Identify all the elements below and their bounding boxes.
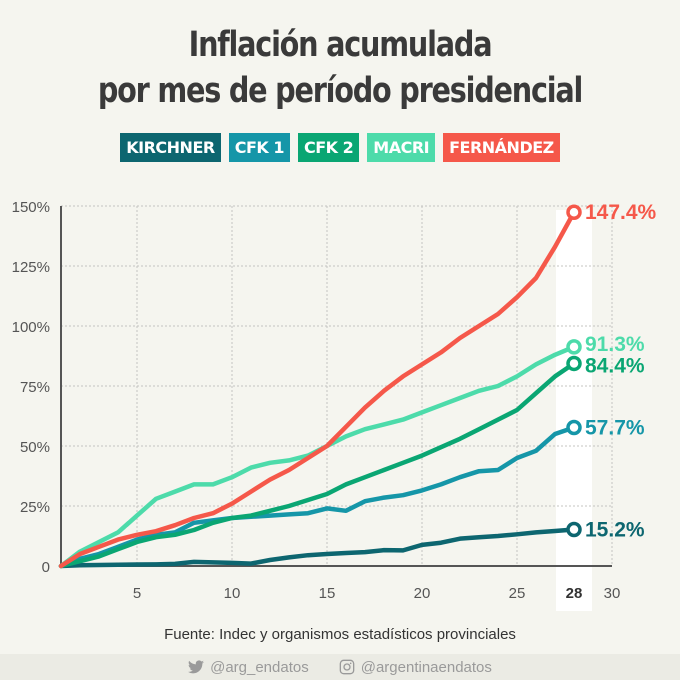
line-chart: 0 25% 50% 75% 100% 125% 150% 5 10 15 20 25 28 30 15.2%… (12, 199, 657, 611)
chart-title: Inflación acumulada por mes de período p… (61, 22, 619, 114)
legend-item-kirchner: KIRCHNER (120, 133, 221, 162)
y-tick-label: 0 (42, 559, 50, 576)
twitter-handle-text: @arg_endatos (210, 658, 309, 676)
highlight-band (556, 210, 592, 611)
x-tick-label: 5 (133, 585, 141, 602)
x-tick-label: 10 (224, 585, 241, 602)
legend-item-cfk1: CFK 1 (228, 133, 290, 162)
series-line-fernandez (58, 209, 577, 569)
twitter-handle[interactable]: @arg_endatos (188, 659, 309, 676)
social-bar: @arg_endatos @argentinaendatos (0, 654, 680, 680)
y-tick-label: 75% (20, 379, 50, 396)
x-tick-label: 28 (566, 585, 583, 602)
legend-item-cfk2: CFK 2 (297, 133, 360, 162)
x-tick-label: 15 (319, 585, 336, 602)
series-line-cfk2 (58, 361, 577, 569)
legend: KIRCHNER CFK 1 CFK 2 MACRI FERNÁNDEZ (0, 133, 680, 162)
end-label-cfk1: 57.7% (585, 417, 645, 440)
y-tick-label: 100% (12, 319, 50, 336)
series-line-cfk1 (58, 425, 577, 569)
end-label-macri: 91.3% (585, 333, 645, 356)
y-tick-label: 125% (12, 259, 50, 276)
x-tick-label: 20 (414, 585, 431, 602)
end-marker-kirchner (566, 521, 582, 538)
end-label-kirchner: 15.2% (585, 519, 645, 542)
twitter-icon (188, 660, 205, 674)
title-line-1: Inflación acumulada (188, 25, 493, 65)
legend-item-fernandez: FERNÁNDEZ (443, 133, 560, 162)
legend-item-macri: MACRI (367, 133, 436, 162)
end-marker-macri (566, 339, 582, 355)
end-label-fernandez: 147.4% (585, 201, 657, 224)
instagram-handle-text: @argentinaendatos (360, 658, 492, 676)
end-marker-fernandez (566, 204, 582, 220)
x-tick-label: 30 (604, 585, 621, 602)
end-marker-cfk2 (566, 355, 582, 372)
series-line-kirchner (58, 527, 577, 569)
title-line-2: por mes de período presidencial (97, 71, 584, 111)
x-tick-label: 25 (509, 585, 526, 602)
y-tick-label: 25% (20, 499, 50, 516)
instagram-icon (339, 659, 355, 675)
end-label-cfk2: 84.4% (585, 354, 645, 377)
end-marker-cfk1 (566, 419, 582, 436)
y-tick-label: 50% (20, 439, 50, 456)
y-tick-label: 150% (12, 199, 50, 216)
source-note: Fuente: Indec y organismos estadísticos … (164, 626, 516, 643)
instagram-handle[interactable]: @argentinaendatos (339, 659, 492, 676)
